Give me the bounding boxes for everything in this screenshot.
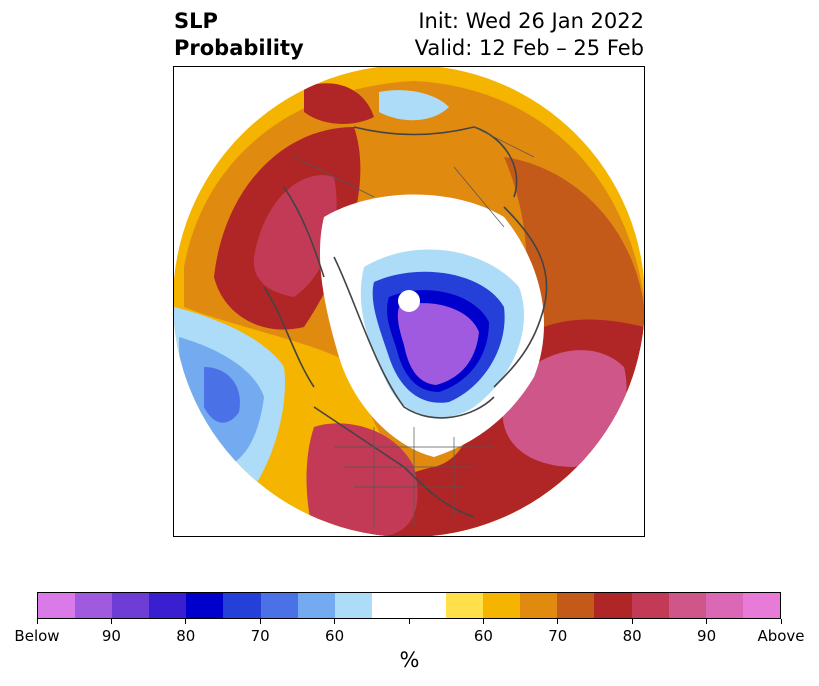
colorbar-tick xyxy=(631,619,633,624)
colorbar-segment xyxy=(371,593,409,618)
colorbar-segment xyxy=(149,593,187,618)
east-pink-core xyxy=(502,350,627,467)
colorbar-segment xyxy=(520,593,558,618)
top-cold-patch xyxy=(379,90,449,121)
colorbar-tick-label: 60 xyxy=(325,627,345,645)
central-below-core xyxy=(397,303,479,385)
colorbar-tick xyxy=(36,619,38,624)
title-line-product: Probability xyxy=(174,36,304,60)
colorbar-segment xyxy=(705,593,743,618)
colorbar-tick-label: Below xyxy=(14,627,60,645)
colorbar-segment xyxy=(297,593,335,618)
colorbar-tick xyxy=(259,619,261,624)
colorbar-tick xyxy=(185,619,187,624)
colorbar-segment xyxy=(557,593,595,618)
map-title: SLP Probability xyxy=(174,8,304,62)
colorbar-tick-label: 90 xyxy=(101,627,121,645)
colorbar-segment xyxy=(334,593,372,618)
colorbar-segment xyxy=(223,593,261,618)
colorbar-tick xyxy=(482,619,484,624)
colorbar-segment xyxy=(483,593,521,618)
colorbar-unit-label: % xyxy=(399,648,420,672)
colorbar-tick xyxy=(334,619,336,624)
colorbar-segment xyxy=(631,593,669,618)
colorbar-tick xyxy=(110,619,112,624)
colorbar-tick-label: 80 xyxy=(622,627,642,645)
colorbar-segment xyxy=(260,593,298,618)
colorbar-tick-label: Above xyxy=(757,627,805,645)
title-line-variable: SLP xyxy=(174,9,218,33)
colorbar-tick-label: 80 xyxy=(176,627,196,645)
colorbar-segment xyxy=(742,593,780,618)
borders xyxy=(293,126,535,527)
colorbar-tick xyxy=(408,619,410,624)
colorbar-segment xyxy=(38,593,76,618)
colorbar-tick xyxy=(780,619,782,624)
colorbar-segment xyxy=(446,593,484,618)
top-red-patch xyxy=(304,83,374,124)
colorbar-segment xyxy=(668,593,706,618)
colorbar-tick-label: 70 xyxy=(250,627,270,645)
south-red-anomaly xyxy=(306,423,418,536)
colorbar-tick xyxy=(557,619,559,624)
colorbar-tick-label: 60 xyxy=(473,627,493,645)
west-red-core xyxy=(253,175,337,297)
colorbar-tick xyxy=(706,619,708,624)
map-dates: Init: Wed 26 Jan 2022 Valid: 12 Feb – 25… xyxy=(415,8,644,62)
north-pole-mask xyxy=(398,290,420,312)
colorbar-tick-label: 90 xyxy=(697,627,717,645)
colorbar-segment xyxy=(594,593,632,618)
colorbar-tick-label: 70 xyxy=(548,627,568,645)
map-svg xyxy=(174,67,644,536)
colorbar-segment xyxy=(408,593,447,618)
probability-map xyxy=(173,66,645,537)
west-cold-core xyxy=(204,367,240,423)
colorbar-segment xyxy=(75,593,113,618)
colorbar-segment xyxy=(186,593,224,618)
colorbar-segment xyxy=(112,593,150,618)
init-date: Init: Wed 26 Jan 2022 xyxy=(418,9,644,33)
valid-range: Valid: 12 Feb – 25 Feb xyxy=(414,36,644,60)
colorbar xyxy=(37,592,781,619)
